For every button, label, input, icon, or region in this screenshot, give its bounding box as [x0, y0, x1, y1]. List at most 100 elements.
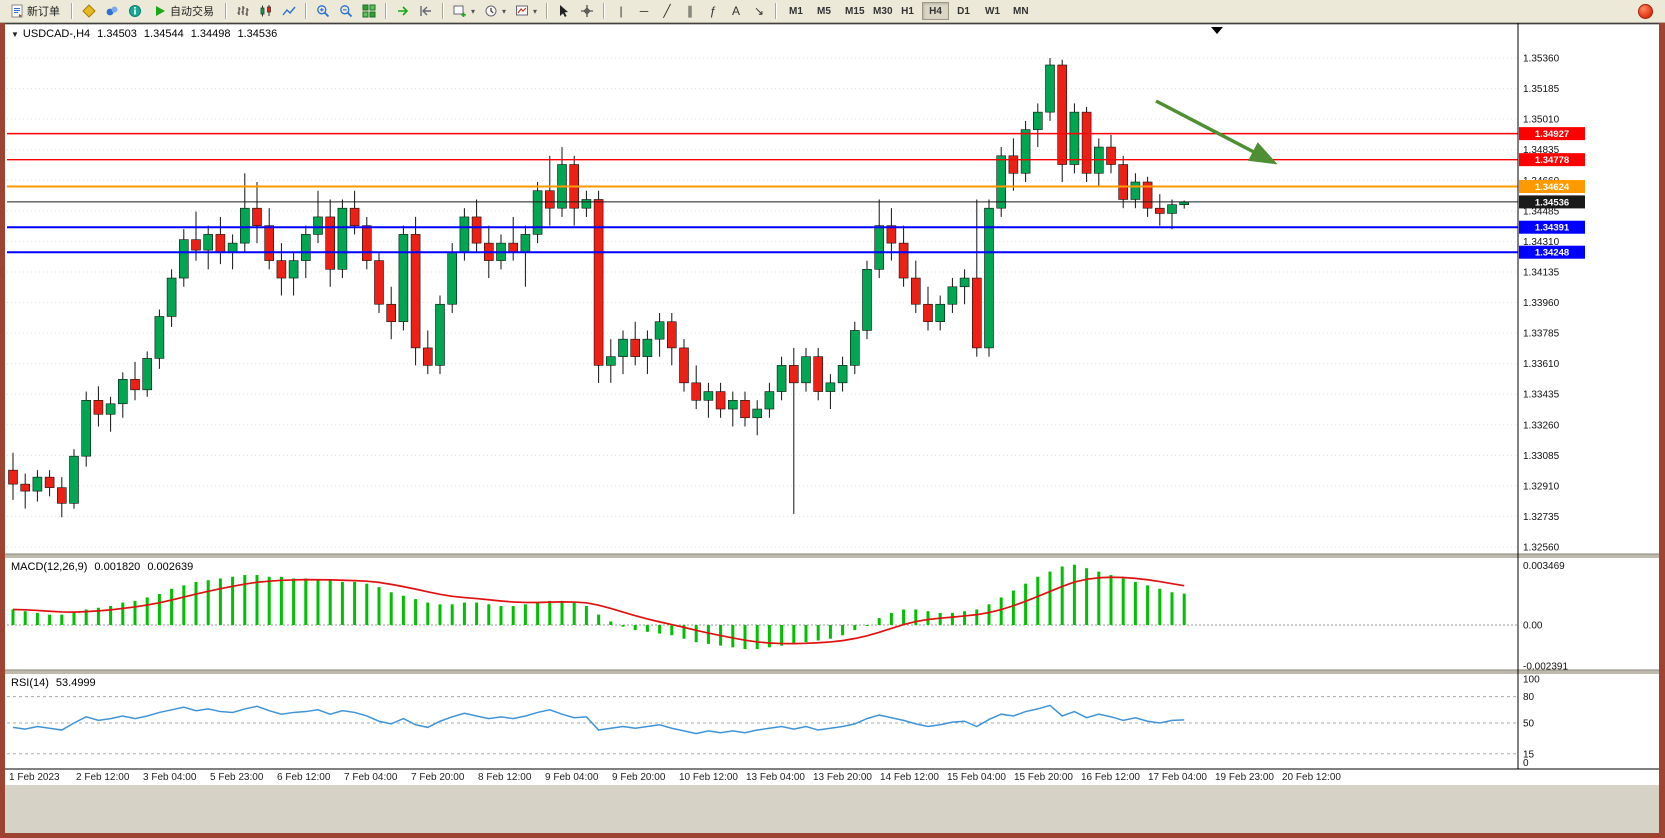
timeframe-m30-button[interactable]: M30 [866, 2, 893, 20]
timeframe-m1-button[interactable]: M1 [782, 2, 809, 20]
svg-text:1.34927: 1.34927 [1535, 129, 1569, 140]
hline-tool-button[interactable]: ─ [633, 1, 655, 21]
candlestick-chart-button[interactable] [255, 1, 277, 21]
svg-text:1.33785: 1.33785 [1523, 329, 1560, 340]
panel-separator-macd[interactable] [5, 554, 1659, 558]
periods-button[interactable]: ▾ [480, 1, 510, 21]
svg-text:13 Feb 04:00: 13 Feb 04:00 [746, 772, 805, 783]
zoom-in-button[interactable] [312, 1, 334, 21]
svg-text:14 Feb 12:00: 14 Feb 12:00 [880, 772, 939, 783]
zoom-out-icon [340, 5, 353, 18]
rsi-scale-label: 80 [1523, 692, 1535, 703]
svg-text:1.33085: 1.33085 [1523, 451, 1560, 462]
main-toolbar: 新订单 自动交易 [0, 0, 1665, 23]
timeframe-h4-button[interactable]: H4 [922, 2, 950, 20]
tile-windows-icon [362, 4, 376, 18]
new-order-button[interactable]: 新订单 [4, 1, 66, 21]
timeframe-h1-button[interactable]: H1 [894, 2, 921, 20]
svg-text:1.34778: 1.34778 [1535, 155, 1569, 166]
svg-text:1.32735: 1.32735 [1523, 512, 1560, 523]
svg-text:1.34624: 1.34624 [1535, 182, 1570, 193]
timeframe-m5-button[interactable]: M5 [810, 2, 837, 20]
rsi-value: 53.4999 [55, 677, 96, 689]
svg-text:1.35360: 1.35360 [1523, 54, 1560, 65]
timeframe-d1-button[interactable]: D1 [950, 2, 977, 20]
window-border-bottom [0, 833, 1665, 838]
metaeditor-button[interactable] [78, 1, 100, 21]
macd-scale-label: 0.003469 [1523, 561, 1565, 572]
svg-text:6 Feb 12:00: 6 Feb 12:00 [277, 772, 331, 783]
template-icon [516, 5, 529, 16]
toolbar-separator [546, 3, 549, 19]
svg-text:1.35010: 1.35010 [1523, 115, 1560, 126]
macd-label: MACD(12,26,9) 0.001820 0.002639 [11, 561, 200, 573]
svg-text:1.34485: 1.34485 [1523, 206, 1560, 217]
tile-windows-button[interactable] [358, 1, 380, 21]
svg-text:13 Feb 20:00: 13 Feb 20:00 [813, 772, 872, 783]
hline-icon: ─ [639, 4, 649, 18]
fibonacci-icon: ƒ [709, 4, 717, 18]
crosshair-tool-button[interactable] [576, 1, 598, 21]
rsi-title: RSI(14) [11, 677, 49, 689]
trendline-tool-button[interactable]: ╱ [656, 1, 678, 21]
market-button[interactable] [124, 1, 146, 21]
svg-text:1.34536: 1.34536 [1535, 197, 1569, 208]
autotrading-play-icon [156, 6, 165, 16]
chart-canvas[interactable]: 0.003469 0.00 -0.002391 100 80 50 150 1.35360 1.… [5, 23, 1659, 785]
svg-text:1.34135: 1.34135 [1523, 267, 1560, 278]
panel-separator-rsi[interactable] [5, 670, 1659, 674]
arrows-tool-button[interactable]: ↘ [748, 1, 770, 21]
rsi-scale-label: 100 [1523, 675, 1540, 686]
templates-button[interactable]: ▾ [511, 1, 541, 21]
arrows-tool-icon: ↘ [754, 4, 765, 18]
time-axis: 1 Feb 2023 2 Feb 12:00 3 Feb 04:00 5 Feb 23… [9, 772, 1341, 783]
svg-text:16 Feb 12:00: 16 Feb 12:00 [1081, 772, 1140, 783]
bottom-spacer [5, 785, 1659, 833]
svg-text:15 Feb 04:00: 15 Feb 04:00 [947, 772, 1006, 783]
ohlc-open: 1.34503 [97, 28, 137, 40]
community-button[interactable] [101, 1, 123, 21]
fibonacci-tool-button[interactable]: ƒ [702, 1, 724, 21]
aut oscroll-icon [398, 6, 409, 16]
toolbar-separator [442, 3, 444, 19]
clock-icon [485, 5, 497, 17]
timeframe-w1-button[interactable]: W1 [978, 2, 1005, 20]
dropdown-icon: ▾ [533, 6, 538, 16]
svg-text:1.33435: 1.33435 [1523, 390, 1560, 401]
bar-chart-button[interactable] [232, 1, 254, 21]
zoom-out-button[interactable] [335, 1, 357, 21]
text-tool-button[interactable]: A [725, 1, 747, 21]
market-icon [129, 5, 141, 17]
autoscroll-button[interactable] [392, 1, 414, 21]
price-tag-1.34536: 1.34536 [1519, 195, 1585, 209]
price-tag-1.34391: 1.34391 [1519, 220, 1585, 234]
rsi-scale-label: 15 [1523, 749, 1535, 760]
window-border-left [0, 23, 5, 838]
cursor-tool-button[interactable] [553, 1, 575, 21]
timeframe-mn-button[interactable]: MN [1006, 2, 1033, 20]
candlestick-chart-icon [260, 5, 271, 17]
timeframe-m15-button[interactable]: M15 [838, 2, 865, 20]
svg-text:1.33260: 1.33260 [1523, 420, 1560, 431]
channel-tool-button[interactable]: ∥ [679, 1, 701, 21]
svg-text:3 Feb 04:00: 3 Feb 04:00 [143, 772, 197, 783]
symbol-collapse-icon[interactable]: ▼ [11, 30, 19, 39]
line-chart-button[interactable] [278, 1, 300, 21]
crosshair-icon [581, 5, 594, 17]
chart-shift-icon [420, 6, 431, 16]
svg-text:1.34310: 1.34310 [1523, 237, 1560, 248]
vline-icon: | [619, 4, 623, 18]
new-chart-button[interactable]: ▾ [449, 1, 479, 21]
chart-shift-button[interactable] [415, 1, 437, 21]
svg-text:1.34248: 1.34248 [1535, 248, 1569, 259]
svg-text:2 Feb 12:00: 2 Feb 12:00 [76, 772, 130, 783]
dropdown-icon: ▾ [502, 6, 507, 16]
svg-text:1.32910: 1.32910 [1523, 481, 1560, 492]
svg-text:15 Feb 20:00: 15 Feb 20:00 [1014, 772, 1073, 783]
svg-text:19 Feb 23:00: 19 Feb 23:00 [1215, 772, 1274, 783]
trend-arrow-annotation[interactable] [1155, 99, 1278, 165]
new-chart-icon [453, 5, 466, 17]
autotrading-button[interactable]: 自动交易 [147, 1, 220, 21]
vline-tool-button[interactable]: | [610, 1, 632, 21]
